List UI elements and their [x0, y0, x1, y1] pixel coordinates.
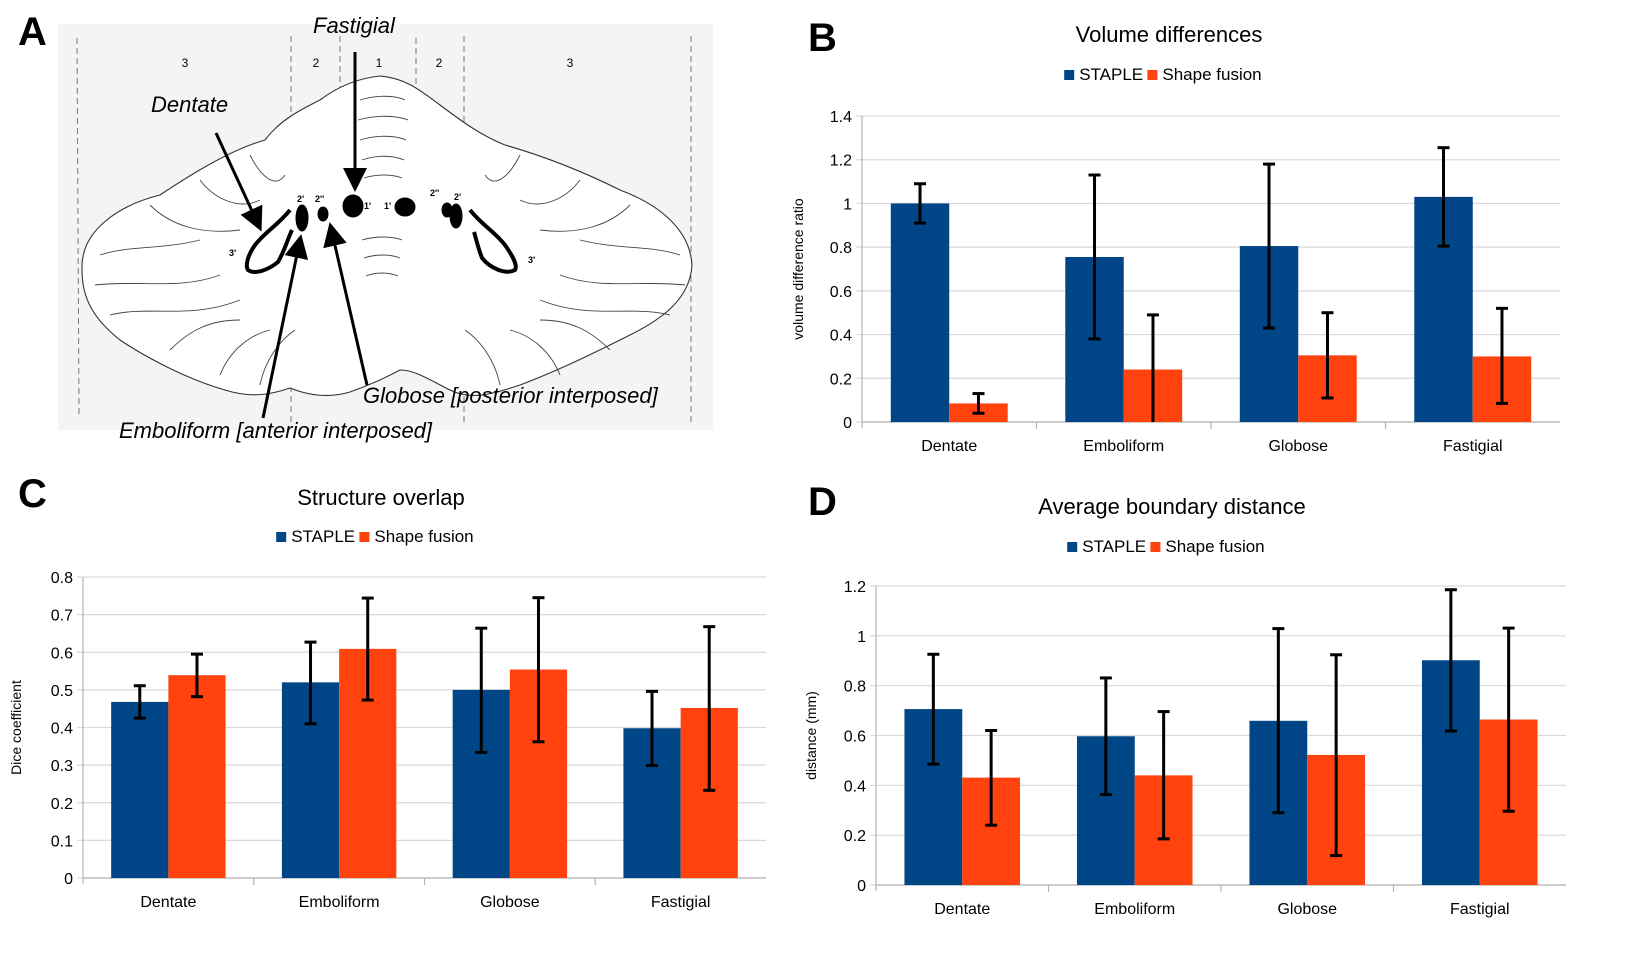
x-tick-label: Emboliform	[1083, 438, 1164, 455]
legend-label: Shape fusion	[1162, 65, 1261, 84]
bar-shape-fusion-dentate	[168, 675, 226, 878]
x-tick-label: Globose	[1277, 901, 1337, 918]
legend-label: STAPLE	[1079, 65, 1143, 84]
y-tick-label: 0.7	[51, 608, 73, 625]
legend-swatch-shape-fusion	[359, 532, 370, 542]
error-bar	[1099, 676, 1112, 797]
legend-label: Shape fusion	[1165, 537, 1264, 556]
x-tick-label: Globose	[1268, 438, 1328, 455]
legend-swatch-staple	[276, 532, 287, 542]
error-bar	[1321, 311, 1334, 400]
error-bar	[361, 596, 374, 702]
x-tick-label: Emboliform	[299, 894, 380, 911]
x-tick-label: Globose	[480, 894, 540, 911]
x-tick-label: Emboliform	[1094, 901, 1175, 918]
y-axis-label: volume difference ratio	[790, 198, 806, 340]
error-bar	[1495, 306, 1508, 405]
y-tick-label: 0.5	[51, 683, 73, 700]
error-bar	[985, 729, 998, 827]
y-tick-label: 1.4	[830, 109, 852, 126]
panel-letter-d: D	[808, 480, 837, 524]
error-bar	[1437, 146, 1450, 248]
y-tick-label: 0.4	[844, 778, 866, 795]
panel-letter-b: B	[808, 16, 837, 60]
error-bar	[1272, 627, 1285, 815]
chart-legend: STAPLE Shape fusion	[276, 527, 474, 546]
x-tick-label: Dentate	[934, 901, 990, 918]
error-bar	[532, 596, 545, 744]
y-tick-label: 1.2	[844, 579, 866, 596]
error-bar	[190, 652, 203, 699]
error-bar	[475, 626, 488, 754]
y-tick-label: 0.2	[830, 371, 852, 388]
y-tick-label: 0	[843, 415, 852, 432]
error-bar	[304, 640, 317, 726]
legend-swatch-shape-fusion	[1147, 70, 1158, 80]
legend-label: Shape fusion	[374, 527, 473, 546]
error-bar	[1146, 313, 1159, 422]
bar-staple-dentate	[890, 203, 950, 422]
chart-title: Volume differences	[1076, 22, 1263, 47]
y-tick-label: 1	[857, 629, 866, 646]
y-tick-label: 0.4	[51, 721, 73, 738]
y-tick-label: 0.1	[51, 833, 73, 850]
y-tick-label: 0.2	[51, 796, 73, 813]
y-axis-label: Dice coefficient	[8, 680, 24, 775]
chart-title: Average boundary distance	[1038, 494, 1305, 519]
error-bar	[646, 689, 659, 768]
y-axis-label: distance (mm)	[803, 691, 819, 780]
y-tick-label: 0.6	[51, 645, 73, 662]
legend-label: STAPLE	[291, 527, 355, 546]
legend-swatch-staple	[1067, 542, 1078, 552]
legend-swatch-staple	[1064, 70, 1075, 80]
y-tick-label: 0.4	[830, 328, 852, 345]
error-bar	[1444, 588, 1457, 733]
y-tick-label: 0.3	[51, 758, 73, 775]
chart-title: Structure overlap	[297, 485, 465, 510]
error-bar	[927, 652, 940, 766]
y-tick-label: 1.2	[830, 153, 852, 170]
x-tick-label: Dentate	[921, 438, 977, 455]
error-bar	[703, 625, 716, 792]
error-bar	[1330, 653, 1343, 858]
y-tick-label: 0	[857, 878, 866, 895]
error-bar	[972, 392, 985, 415]
bar-staple-dentate	[111, 701, 169, 878]
x-tick-label: Fastigial	[651, 894, 711, 911]
error-bar	[1157, 710, 1170, 841]
x-tick-label: Dentate	[140, 894, 196, 911]
legend-label: STAPLE	[1082, 537, 1146, 556]
error-bar	[133, 684, 146, 720]
panel-letter-a: A	[18, 10, 47, 54]
y-tick-label: 1	[843, 196, 852, 213]
y-tick-label: 0.6	[830, 284, 852, 301]
panel-letter-c: C	[18, 472, 47, 516]
chart-legend: STAPLE Shape fusion	[1064, 65, 1262, 84]
y-tick-label: 0.6	[844, 729, 866, 746]
y-tick-label: 0.8	[844, 679, 866, 696]
chart-legend: STAPLE Shape fusion	[1067, 537, 1265, 556]
y-tick-label: 0.2	[844, 828, 866, 845]
error-bar	[1502, 626, 1515, 813]
error-bar	[914, 182, 927, 225]
legend-swatch-shape-fusion	[1150, 542, 1161, 552]
x-tick-label: Fastigial	[1443, 438, 1503, 455]
y-tick-label: 0.8	[830, 240, 852, 257]
error-bar	[1263, 162, 1276, 330]
y-tick-label: 0.8	[51, 570, 73, 587]
x-tick-label: Fastigial	[1450, 901, 1510, 918]
y-tick-label: 0	[64, 871, 73, 888]
error-bar	[1088, 173, 1101, 341]
